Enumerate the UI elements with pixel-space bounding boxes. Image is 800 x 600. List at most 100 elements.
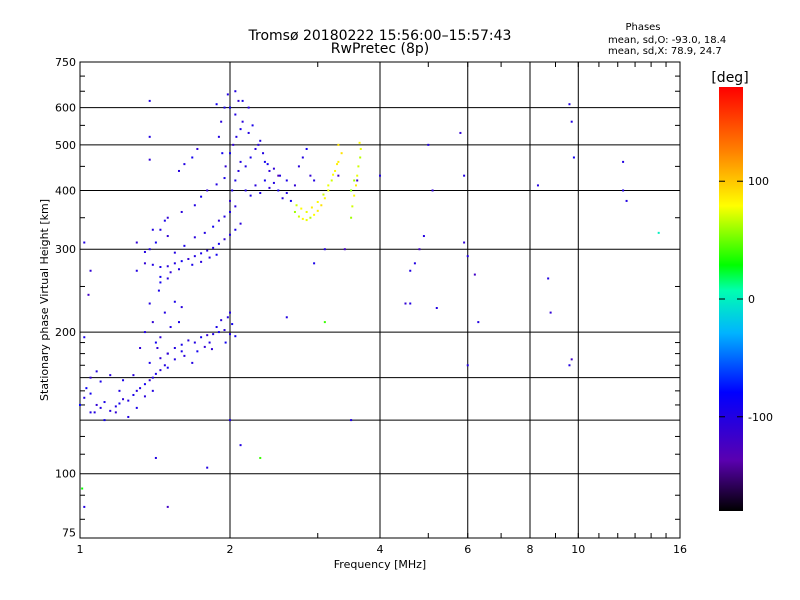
data-point: [622, 160, 625, 163]
y-tick-labels: 75 100 200 300 400 500 600 750: [55, 56, 76, 539]
data-point: [143, 331, 146, 334]
data-point: [193, 236, 196, 239]
x-tick-label: 2: [227, 543, 234, 556]
data-point: [200, 336, 203, 339]
data-point: [183, 244, 186, 247]
data-point: [229, 233, 231, 236]
data-point: [239, 444, 242, 447]
data-point: [154, 341, 157, 344]
data-point: [263, 160, 266, 163]
data-point: [323, 321, 326, 324]
data-point: [151, 389, 154, 392]
data-point: [356, 174, 359, 177]
x-tick-label: 16: [673, 543, 687, 556]
data-point: [79, 403, 81, 406]
data-point: [215, 103, 218, 106]
data-point: [337, 143, 340, 146]
data-point: [159, 369, 162, 372]
data-point: [358, 141, 361, 144]
data-point: [353, 194, 356, 197]
data-point: [568, 103, 571, 106]
data-point: [166, 366, 169, 369]
data-point: [223, 238, 226, 241]
data-point: [220, 319, 223, 322]
data-point: [249, 194, 252, 197]
data-point: [350, 189, 353, 192]
data-point: [159, 281, 162, 284]
data-point: [127, 415, 130, 418]
data-point: [316, 209, 319, 212]
data-point: [166, 235, 169, 238]
data-point: [259, 192, 262, 195]
data-point: [237, 169, 240, 172]
data-point: [332, 173, 335, 176]
grid-layer: [80, 62, 680, 538]
data-point: [151, 321, 154, 324]
data-point: [220, 120, 223, 123]
stats-heading: Phases: [625, 22, 660, 33]
data-point: [277, 189, 280, 192]
data-point: [622, 189, 625, 192]
data-point: [247, 106, 250, 109]
data-point: [143, 262, 146, 265]
data-point: [151, 228, 154, 231]
data-point: [316, 200, 319, 203]
colorbar-label: [deg]: [711, 70, 748, 86]
data-point: [285, 192, 288, 195]
y-tick-label: 75: [62, 526, 76, 539]
data-point: [313, 213, 316, 216]
data-point: [166, 265, 169, 268]
data-point: [570, 358, 573, 361]
data-point: [163, 311, 166, 314]
data-point: [206, 249, 209, 252]
data-point: [305, 219, 308, 222]
data-point: [89, 411, 92, 414]
data-point: [359, 147, 362, 150]
data-point: [224, 165, 227, 168]
stats-line-x: mean, sd,X: 78.9, 24.7: [608, 46, 722, 57]
data-point: [217, 135, 220, 138]
data-point: [570, 120, 573, 123]
data-point: [239, 128, 242, 131]
data-point: [404, 302, 407, 305]
data-point: [166, 216, 169, 219]
data-point: [183, 163, 186, 166]
data-point: [196, 350, 199, 353]
data-point: [95, 403, 98, 406]
data-point: [159, 357, 162, 360]
data-point: [625, 199, 628, 202]
data-point: [206, 466, 209, 469]
data-point: [244, 189, 247, 192]
data-point: [169, 271, 172, 274]
data-point: [297, 165, 300, 168]
y-tick-label: 500: [55, 139, 76, 152]
data-point: [357, 165, 360, 168]
data-point: [159, 336, 162, 339]
data-point: [193, 341, 196, 344]
data-point: [431, 189, 434, 192]
data-point: [180, 210, 183, 213]
data-point: [203, 231, 206, 234]
data-point: [463, 241, 466, 244]
data-point: [148, 361, 151, 364]
data-point: [135, 241, 138, 244]
data-point: [212, 225, 215, 228]
data-point: [231, 189, 234, 192]
data-point: [95, 370, 98, 373]
data-point: [254, 184, 257, 187]
data-point: [293, 184, 296, 187]
data-point: [435, 307, 438, 310]
data-point: [223, 177, 226, 180]
data-point: [241, 120, 244, 123]
data-point: [206, 334, 209, 337]
tick-layer: [79, 62, 680, 538]
y-tick-label: 300: [55, 243, 76, 256]
data-point: [268, 186, 271, 189]
data-point: [135, 269, 138, 272]
data-point: [103, 401, 106, 404]
data-point: [135, 406, 138, 409]
data-point: [320, 204, 323, 207]
data-point: [109, 374, 112, 377]
data-point: [337, 160, 340, 163]
